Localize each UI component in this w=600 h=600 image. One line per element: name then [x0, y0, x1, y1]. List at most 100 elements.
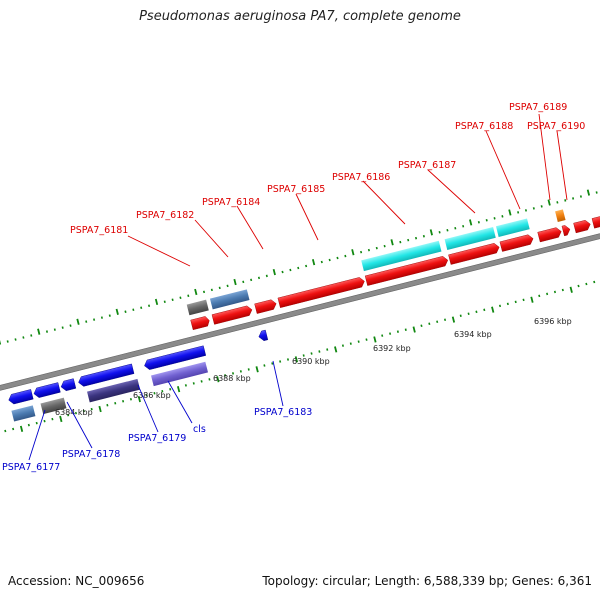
label-PSPA7_6187[interactable]: PSPA7_6187 [398, 160, 456, 171]
feature-gray-rev[interactable] [40, 397, 67, 415]
minor-tick [281, 270, 284, 274]
gene-PSPA7_6181[interactable] [190, 316, 211, 331]
label-PSPA7_6177[interactable]: PSPA7_6177 [2, 462, 60, 473]
minor-tick [506, 302, 509, 306]
scale-label: 6388 kbp [213, 374, 251, 383]
label-PSPA7_6179[interactable]: PSPA7_6179 [128, 433, 186, 444]
minor-tick [12, 427, 15, 431]
minor-tick [414, 236, 418, 240]
major-tick [373, 336, 377, 343]
major-tick [272, 268, 276, 276]
minor-tick [357, 340, 360, 343]
chromosome-backbone [0, 220, 600, 399]
minor-tick [145, 394, 148, 397]
label-PSPA7_6178[interactable]: PSPA7_6178 [62, 449, 120, 460]
gene-PSPA7_6190[interactable] [561, 224, 571, 237]
minor-tick [231, 372, 235, 375]
minor-tick [454, 226, 457, 230]
feature-cyan-1[interactable] [361, 240, 442, 272]
major-tick [586, 189, 591, 196]
gene-cls[interactable] [143, 345, 207, 371]
minor-tick [561, 288, 564, 292]
minor-tick [43, 419, 46, 423]
feature-gray[interactable] [186, 299, 209, 316]
map-title: Pseudomonas aeruginosa PA7, complete gen… [139, 9, 461, 24]
feature-lavender[interactable] [151, 361, 209, 387]
major-tick [59, 415, 63, 423]
forward-label-texts: PSPA7_6181 PSPA7_6182 PSPA7_6184 PSPA7_6… [70, 102, 585, 236]
minor-tick [122, 399, 125, 403]
label-PSPA7_6181[interactable]: PSPA7_6181 [70, 225, 128, 236]
minor-tick [389, 332, 392, 335]
major-tick [491, 306, 495, 313]
leader-line [362, 180, 406, 225]
gene-PSPA7_6177[interactable] [7, 389, 34, 405]
minor-tick [553, 290, 557, 294]
label-PSPA7_6190[interactable]: PSPA7_6190 [527, 121, 585, 132]
major-tick [390, 239, 394, 246]
leader-line [295, 193, 319, 241]
gene-PSPA7_6184[interactable] [254, 299, 278, 314]
label-PSPA7_6188[interactable]: PSPA7_6188 [455, 121, 513, 132]
minor-tick [407, 238, 410, 242]
minor-tick [493, 217, 496, 220]
minor-tick [514, 300, 517, 304]
label-PSPA7_6184[interactable]: PSPA7_6184 [202, 197, 260, 208]
gene-PSPA7_6182[interactable] [211, 305, 253, 325]
forward-gene-labels [127, 113, 568, 267]
feature-cyan-2[interactable] [444, 227, 496, 250]
gene-PSPA7_6186[interactable] [364, 255, 449, 286]
minor-tick [326, 348, 329, 351]
leader-line [485, 130, 521, 210]
major-tick [294, 356, 299, 363]
accession-text: Accession: NC_009656 [8, 574, 145, 588]
minor-tick [192, 382, 195, 385]
scale-labels: 6384 kbp 6386 kbp 6388 kbp 6390 kbp 6392… [55, 317, 572, 417]
label-PSPA7_6185[interactable]: PSPA7_6185 [267, 184, 325, 195]
forward-features [186, 209, 566, 316]
minor-tick [422, 234, 425, 238]
major-tick [37, 328, 41, 335]
gene-forward-next[interactable] [573, 219, 592, 234]
minor-tick [595, 191, 598, 194]
minor-tick [467, 312, 470, 316]
gene-PSPA7_6183[interactable] [258, 329, 269, 342]
minor-tick [328, 258, 331, 262]
label-PSPA7_6183[interactable]: PSPA7_6183 [254, 407, 312, 418]
minor-tick [148, 304, 151, 308]
minor-tick [69, 324, 72, 327]
major-tick [469, 219, 473, 226]
gene-PSPA7_6189[interactable] [537, 227, 563, 243]
scale-label: 6392 kbp [373, 344, 411, 353]
major-tick [177, 386, 181, 393]
minor-tick [22, 336, 25, 339]
minor-tick [420, 324, 423, 327]
label-PSPA7_6182[interactable]: PSPA7_6182 [136, 210, 194, 221]
gene-PSPA7_6179[interactable] [77, 363, 135, 387]
major-tick [334, 346, 338, 353]
feature-orange[interactable] [555, 209, 566, 223]
feature-cyan-3[interactable] [495, 218, 530, 237]
gene-PSPA7_6178[interactable] [33, 382, 61, 399]
label-PSPA7_6186[interactable]: PSPA7_6186 [332, 172, 390, 183]
label-cls[interactable]: cls [193, 424, 206, 435]
gene-PSPA7_6188[interactable] [499, 234, 534, 252]
reverse-gene-labels [28, 360, 284, 461]
feature-steel-blue[interactable] [209, 289, 250, 310]
minor-tick [572, 197, 575, 200]
gene-forward-edge[interactable] [591, 214, 600, 229]
label-PSPA7_6189[interactable]: PSPA7_6189 [509, 102, 567, 113]
gene-PSPA7_6187[interactable] [448, 242, 501, 265]
minor-tick [271, 362, 274, 365]
minor-tick [242, 280, 245, 284]
feature-navy[interactable] [87, 378, 141, 403]
minor-tick [61, 326, 64, 329]
feature-steel-blue-rev[interactable] [11, 405, 36, 422]
gene-reverse-small[interactable] [60, 378, 77, 392]
minor-tick [179, 296, 182, 300]
major-tick [233, 278, 237, 286]
forward-scale-ticks [0, 189, 598, 345]
gene-PSPA7_6185[interactable] [277, 276, 366, 308]
minor-tick [82, 409, 85, 413]
